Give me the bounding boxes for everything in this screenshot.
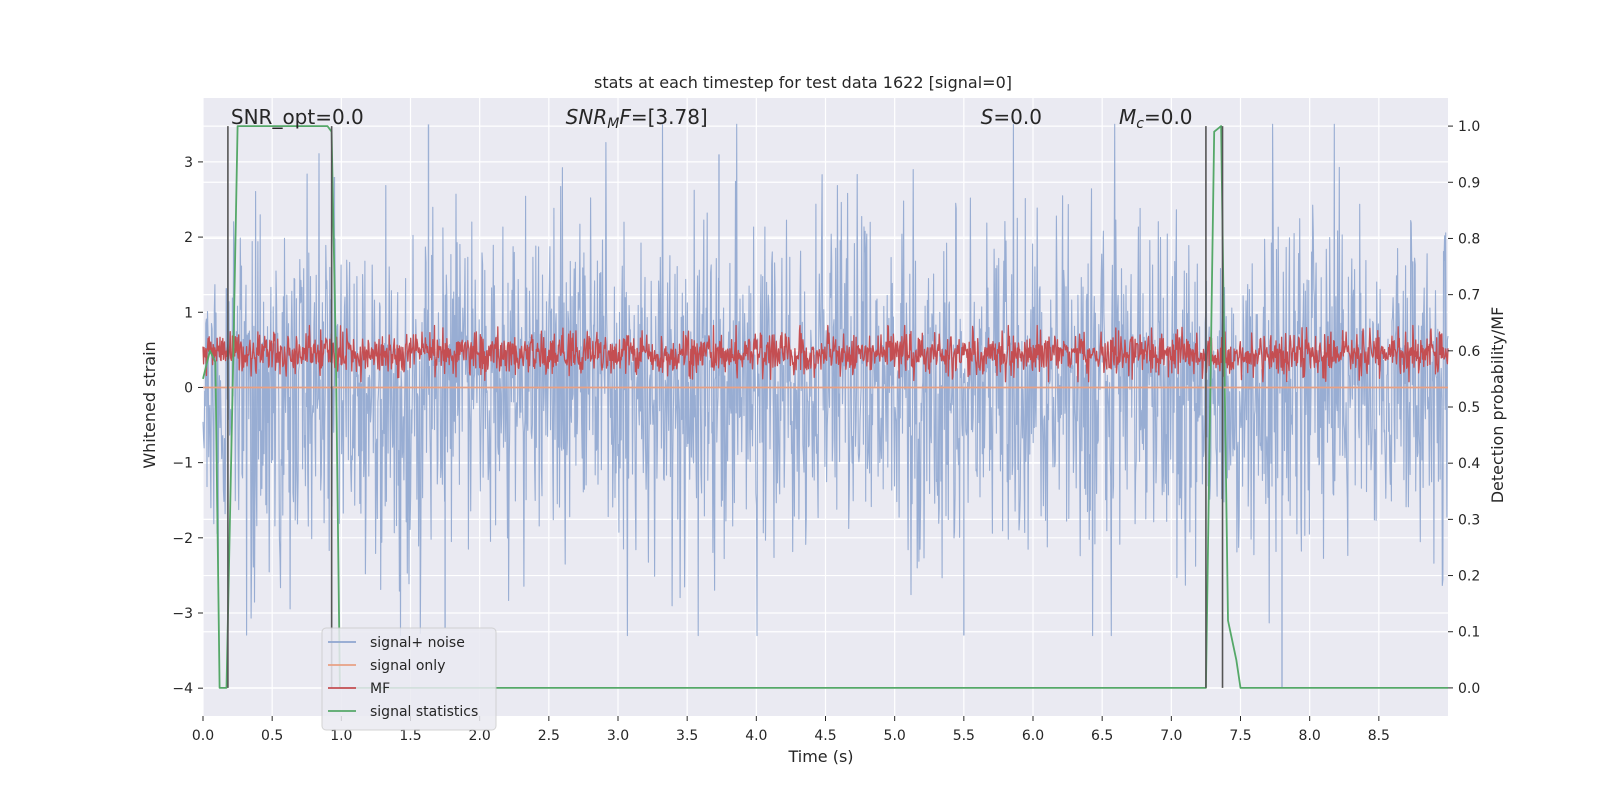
x-tick-label: 1.5: [399, 728, 421, 744]
y-right-tick-label: 0.6: [1458, 344, 1480, 360]
y-tick-label: 2: [184, 230, 193, 246]
annotation-text: S=0.0: [981, 105, 1042, 129]
y-tick-label: 1: [184, 305, 193, 321]
legend-label: signal only: [370, 658, 445, 674]
x-tick-label: 0.0: [192, 728, 214, 744]
y-right-tick-label: 0.2: [1458, 569, 1480, 585]
x-tick-label: 2.0: [469, 728, 491, 744]
y-right-tick-label: 0.4: [1458, 456, 1480, 472]
x-axis-title: Time (s): [787, 747, 853, 766]
y-axis-title: Whitened strain: [140, 341, 159, 468]
y-tick-label: −3: [172, 606, 193, 622]
x-tick-label: 8.0: [1299, 728, 1321, 744]
y-tick-label: 3: [184, 155, 193, 171]
tick-layer: 0.0 0.5 1.0 1.5 2.0 2.5 3.0 3.5 4.0 4.5 5.0 5.5 6.0 6…: [172, 119, 1480, 744]
x-tick-label: 3.5: [676, 728, 698, 744]
x-tick-label: 1.0: [330, 728, 352, 744]
x-tick-label: 3.0: [607, 728, 629, 744]
legend-box: [321, 627, 497, 731]
y-tick-label: −2: [172, 531, 193, 547]
x-tick-label: 6.0: [1022, 728, 1044, 744]
y-tick-label: −4: [172, 681, 193, 697]
legend-label: signal+ noise: [370, 635, 465, 651]
y-right-tick-label: 0.9: [1458, 175, 1480, 191]
x-tick-label: 4.0: [745, 728, 767, 744]
series-layer: [202, 123, 1449, 689]
chart-title: stats at each timestep for test data 162…: [594, 73, 1012, 92]
x-tick-label: 8.5: [1368, 728, 1390, 744]
annotation-text: Mc=0.0: [1119, 105, 1193, 132]
x-tick-label: 2.5: [538, 728, 560, 744]
x-tick-label: 7.0: [1160, 728, 1182, 744]
y-right-tick-label: 0.7: [1458, 288, 1480, 304]
y-right-tick-label: 0.0: [1458, 681, 1480, 697]
series-signal-statistics-line: [202, 125, 1448, 689]
y-right-tick-label: 0.8: [1458, 231, 1480, 247]
y-right-tick-label: 0.3: [1458, 512, 1480, 528]
legend-label: MF: [370, 681, 390, 697]
x-tick-label: 4.5: [814, 728, 836, 744]
x-tick-label: 6.5: [1091, 728, 1113, 744]
y-right-tick-label: 0.5: [1458, 400, 1480, 416]
series-mf-line: [202, 324, 1449, 383]
annotation-text: SNR_opt=0.0: [231, 105, 364, 129]
annotation-layer: SNR_opt=0.0 SNRMF=[3.78] S=0.0 Mc=0.0: [231, 105, 1193, 132]
y-axis-right-title: Detection probability/MF: [1488, 307, 1507, 504]
x-tick-label: 5.5: [953, 728, 975, 744]
legend-label: signal statistics: [370, 704, 478, 720]
vline-layer: [227, 126, 1224, 688]
y-right-tick-label: 0.1: [1458, 625, 1480, 641]
legend: signal+ noise signal only MF signal statist…: [321, 627, 497, 731]
x-tick-label: 7.5: [1229, 728, 1251, 744]
y-right-tick-label: 1.0: [1458, 119, 1480, 135]
annotation-text: SNRMF=[3.78]: [566, 105, 708, 132]
y-tick-label: 0: [184, 380, 193, 396]
x-tick-label: 0.5: [261, 728, 283, 744]
y-tick-label: −1: [172, 456, 193, 472]
x-tick-label: 5.0: [884, 728, 906, 744]
